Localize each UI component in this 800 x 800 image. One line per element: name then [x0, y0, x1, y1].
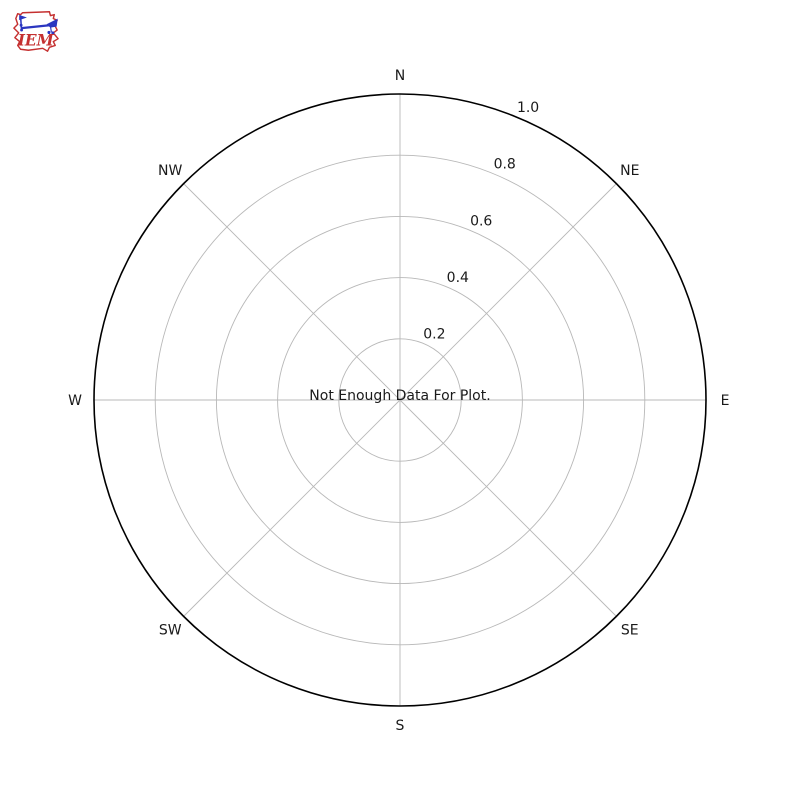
direction-label-sw: SW [159, 623, 182, 639]
radial-tick-label: 1.0 [517, 100, 539, 116]
radial-tick-label: 0.6 [470, 213, 492, 229]
theta-gridline-sw [183, 399, 401, 617]
direction-label-se: SE [621, 623, 639, 639]
theta-gridline-nw [183, 183, 401, 401]
iowa-state-outline-icon [13, 11, 59, 52]
iem-logo-text: IEM [17, 31, 55, 49]
theta-gridline-se [399, 399, 617, 617]
theta-gridline-ne [399, 183, 617, 401]
direction-label-nw: NW [158, 163, 182, 179]
radial-tick-label: 0.2 [423, 326, 445, 342]
direction-label-s: S [396, 718, 405, 734]
direction-label-w: W [68, 393, 82, 409]
radial-tick-label: 0.8 [494, 157, 516, 173]
no-data-message: Not Enough Data For Plot. [309, 388, 490, 404]
iem-logo: IEM [13, 11, 59, 52]
direction-label-n: N [395, 68, 405, 84]
direction-label-e: E [721, 393, 730, 409]
radial-tick-label: 0.4 [447, 270, 469, 286]
direction-label-ne: NE [620, 163, 639, 179]
polar-outer-spine [93, 93, 707, 707]
anemometer-icon [19, 14, 58, 35]
